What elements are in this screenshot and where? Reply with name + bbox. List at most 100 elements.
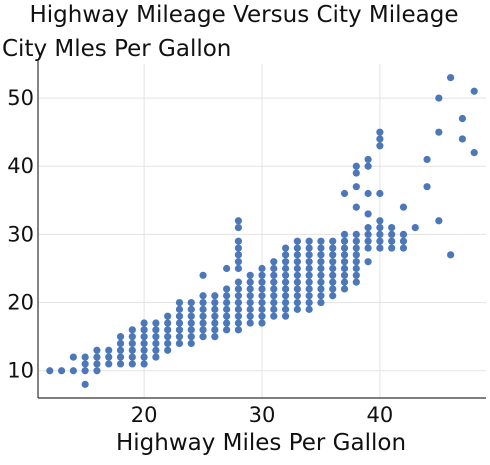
data-point bbox=[152, 333, 160, 341]
data-point bbox=[211, 305, 219, 313]
x-axis-title: Highway Miles Per Gallon bbox=[116, 430, 406, 456]
data-point bbox=[435, 94, 443, 102]
x-tick-label: 20 bbox=[131, 403, 158, 427]
data-point bbox=[270, 271, 278, 279]
data-point bbox=[293, 305, 301, 313]
data-point bbox=[293, 264, 301, 273]
data-point bbox=[128, 339, 136, 348]
data-point bbox=[340, 251, 349, 259]
data-point bbox=[281, 244, 290, 252]
data-point bbox=[423, 183, 431, 191]
data-point bbox=[329, 264, 337, 273]
data-point bbox=[246, 312, 254, 320]
data-point bbox=[376, 223, 384, 232]
data-point bbox=[340, 278, 349, 286]
data-point bbox=[435, 217, 443, 225]
data-point bbox=[317, 285, 325, 293]
data-point bbox=[305, 244, 313, 252]
data-point bbox=[246, 319, 254, 327]
data-point bbox=[411, 223, 419, 232]
data-point bbox=[364, 155, 372, 164]
data-point bbox=[352, 183, 360, 191]
data-point bbox=[270, 292, 278, 300]
data-point bbox=[470, 149, 478, 157]
data-point bbox=[223, 326, 231, 334]
data-point bbox=[305, 237, 313, 245]
data-point bbox=[258, 305, 266, 313]
data-point bbox=[329, 271, 337, 279]
data-point bbox=[340, 285, 349, 293]
data-point bbox=[376, 142, 384, 150]
data-point bbox=[234, 305, 243, 313]
data-point bbox=[116, 360, 125, 368]
data-point bbox=[234, 244, 243, 252]
data-point bbox=[69, 367, 77, 375]
data-point bbox=[329, 244, 337, 252]
data-point bbox=[187, 339, 195, 348]
data-point bbox=[234, 285, 243, 293]
data-point bbox=[281, 264, 290, 273]
data-point bbox=[258, 319, 266, 327]
data-point bbox=[223, 312, 231, 320]
data-point bbox=[340, 189, 349, 198]
data-point bbox=[211, 319, 219, 327]
data-point bbox=[199, 333, 207, 341]
x-tick-label: 40 bbox=[367, 403, 394, 427]
data-point bbox=[199, 319, 207, 327]
data-point bbox=[175, 333, 184, 341]
data-point bbox=[223, 305, 231, 313]
data-point bbox=[270, 298, 278, 307]
y-tick-label: 10 bbox=[7, 359, 34, 383]
data-point bbox=[258, 264, 266, 273]
data-point bbox=[164, 333, 172, 341]
data-point bbox=[470, 87, 478, 95]
data-point bbox=[234, 264, 243, 273]
data-point bbox=[281, 285, 290, 293]
data-point bbox=[281, 278, 290, 286]
data-point bbox=[199, 298, 207, 307]
data-point bbox=[187, 305, 195, 313]
data-point bbox=[352, 169, 360, 177]
data-point bbox=[376, 128, 384, 136]
data-point bbox=[317, 258, 325, 266]
data-point bbox=[187, 312, 195, 320]
data-point bbox=[364, 230, 372, 239]
data-point bbox=[281, 312, 290, 320]
data-point bbox=[329, 278, 337, 286]
data-point bbox=[223, 319, 231, 327]
data-point bbox=[281, 292, 290, 300]
data-point bbox=[81, 353, 89, 361]
y-axis-title: City Mles Per Gallon bbox=[2, 36, 231, 62]
data-point bbox=[116, 333, 125, 341]
data-point bbox=[199, 305, 207, 313]
data-point bbox=[340, 258, 349, 266]
data-point bbox=[399, 237, 408, 245]
data-point bbox=[246, 271, 254, 279]
data-point bbox=[281, 258, 290, 266]
data-point bbox=[376, 244, 384, 252]
data-point bbox=[211, 298, 219, 307]
data-point bbox=[234, 223, 243, 232]
data-point bbox=[376, 217, 384, 225]
data-point bbox=[211, 333, 219, 341]
data-point bbox=[258, 271, 266, 279]
data-point bbox=[305, 292, 313, 300]
data-point bbox=[57, 367, 66, 375]
data-point bbox=[223, 285, 231, 293]
data-point bbox=[128, 333, 136, 341]
data-point bbox=[270, 305, 278, 313]
data-point bbox=[175, 326, 184, 334]
data-point bbox=[199, 312, 207, 320]
data-point bbox=[317, 251, 325, 259]
data-point bbox=[199, 326, 207, 334]
data-point bbox=[152, 326, 160, 334]
data-point bbox=[234, 278, 243, 286]
data-points bbox=[46, 74, 478, 388]
data-point bbox=[317, 271, 325, 279]
data-point bbox=[128, 326, 136, 334]
data-point bbox=[128, 346, 136, 354]
data-point bbox=[105, 346, 113, 354]
data-point bbox=[211, 326, 219, 334]
data-point bbox=[199, 271, 207, 279]
data-point bbox=[187, 319, 195, 327]
